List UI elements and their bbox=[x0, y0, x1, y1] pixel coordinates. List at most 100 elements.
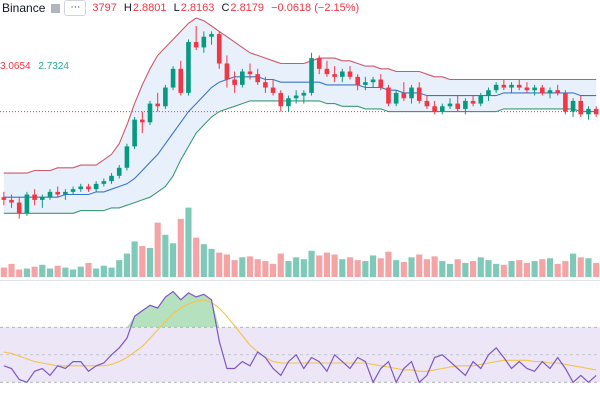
ohlc-close-value: 2.8179 bbox=[230, 2, 265, 14]
volume-bar bbox=[185, 207, 192, 277]
candle bbox=[332, 66, 337, 83]
chart-header: Binance ⋯ 3797 H2.8801 L2.8163 C2.8179 −… bbox=[0, 0, 363, 16]
candle-body bbox=[40, 197, 45, 200]
volume-bar bbox=[408, 257, 415, 277]
candle bbox=[570, 98, 576, 117]
volume-bar bbox=[477, 257, 484, 277]
bollinger-upper-line bbox=[3, 17, 597, 174]
volume-bar bbox=[493, 263, 500, 277]
ohlc-low-label: L bbox=[173, 2, 180, 14]
candle-body bbox=[455, 103, 460, 109]
candle-body bbox=[170, 68, 176, 88]
candle bbox=[578, 95, 584, 117]
bollinger-upper-value: 3.0654 bbox=[0, 61, 31, 72]
candle bbox=[40, 194, 45, 208]
candle-body bbox=[263, 82, 268, 88]
candle-body bbox=[109, 175, 114, 182]
candle bbox=[586, 106, 591, 120]
candle-body bbox=[493, 84, 499, 91]
candle-body bbox=[86, 186, 91, 190]
ellipsis-icon[interactable]: ⋯ bbox=[64, 0, 87, 16]
volume-bar bbox=[577, 257, 584, 277]
candle-body bbox=[478, 95, 484, 104]
volume-bar bbox=[193, 237, 200, 277]
candle bbox=[493, 82, 499, 93]
candle bbox=[555, 84, 560, 96]
volume-bar bbox=[131, 241, 138, 277]
candle bbox=[393, 90, 399, 107]
candle bbox=[55, 186, 60, 198]
candle-body bbox=[78, 186, 84, 190]
candle-body bbox=[24, 194, 30, 214]
volume-bar bbox=[93, 268, 100, 277]
volume-bar bbox=[308, 250, 315, 277]
candle-body bbox=[470, 100, 476, 104]
candle-body bbox=[240, 71, 245, 85]
volume-bar bbox=[216, 252, 223, 277]
volume-bar bbox=[431, 256, 438, 277]
volume-bar bbox=[39, 264, 46, 277]
candle-body bbox=[186, 42, 191, 93]
candle-body bbox=[547, 90, 553, 93]
candle bbox=[93, 181, 99, 192]
volume-bar bbox=[362, 261, 369, 277]
volume-bar bbox=[16, 269, 23, 277]
candle-body bbox=[9, 199, 14, 203]
volume-bar bbox=[177, 218, 184, 277]
volume-bar bbox=[62, 267, 69, 277]
rsi-overbought-fill bbox=[126, 291, 220, 328]
volume-bar bbox=[293, 257, 300, 277]
candle bbox=[516, 79, 522, 91]
volume-bar bbox=[377, 258, 384, 277]
candle bbox=[193, 26, 199, 51]
candle bbox=[370, 76, 376, 88]
candle bbox=[132, 116, 137, 150]
candle-body bbox=[578, 100, 584, 115]
candle-body bbox=[409, 87, 414, 99]
bollinger-lower-value: 2.7324 bbox=[38, 61, 69, 72]
rsi-ma-line bbox=[3, 299, 597, 372]
candle-body bbox=[424, 100, 430, 107]
candle bbox=[140, 111, 145, 134]
volume-bar bbox=[339, 259, 346, 277]
candle bbox=[301, 90, 307, 104]
volume-bar bbox=[208, 248, 215, 277]
candle-body bbox=[209, 34, 214, 37]
volume-bar bbox=[446, 263, 454, 277]
volume-bar bbox=[85, 262, 92, 277]
candle bbox=[447, 98, 453, 109]
volume-bar bbox=[154, 222, 161, 277]
candle-body bbox=[401, 92, 407, 99]
candle bbox=[293, 90, 299, 104]
candle bbox=[1, 191, 7, 206]
candle bbox=[32, 189, 37, 206]
candle-body bbox=[278, 92, 284, 107]
volume-bar bbox=[123, 253, 130, 277]
candle-body bbox=[486, 90, 491, 96]
exchange-name: Binance bbox=[2, 1, 46, 15]
candle bbox=[63, 189, 68, 200]
candle bbox=[9, 194, 14, 208]
volume-bar bbox=[146, 247, 154, 277]
candle-body bbox=[232, 79, 237, 85]
candle-body bbox=[116, 167, 122, 176]
candle-body bbox=[124, 146, 130, 168]
candle bbox=[355, 74, 360, 91]
candle-body bbox=[132, 119, 137, 147]
candle bbox=[201, 31, 207, 53]
volume-bar bbox=[277, 253, 284, 277]
candle-body bbox=[340, 71, 345, 77]
candle bbox=[124, 143, 130, 171]
candle bbox=[509, 82, 514, 93]
candle-body bbox=[286, 98, 291, 107]
rsi-line bbox=[3, 290, 597, 384]
volume-bar bbox=[323, 252, 330, 277]
candle bbox=[547, 87, 553, 99]
ohlc-close-label: C bbox=[221, 2, 230, 14]
ohlc-high-value: 2.8801 bbox=[132, 2, 167, 14]
candle bbox=[247, 63, 253, 80]
candle-body bbox=[193, 42, 199, 48]
candle-body bbox=[178, 68, 184, 93]
candle bbox=[424, 95, 430, 109]
